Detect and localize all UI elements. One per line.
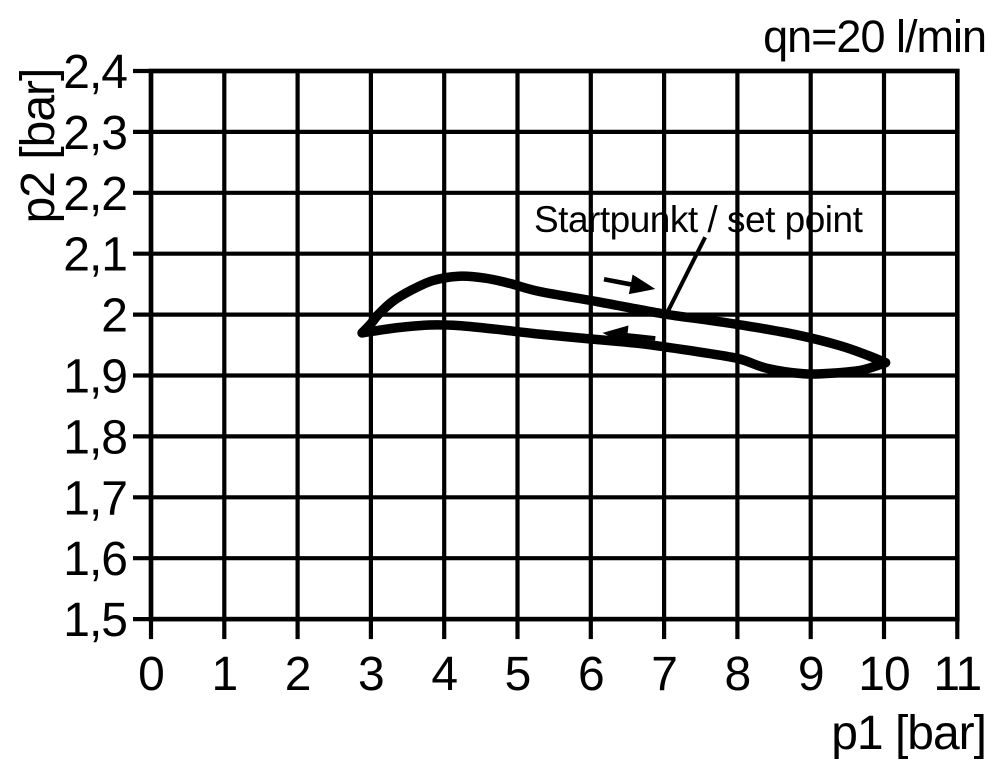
y-tick-label: 1,7 [63, 472, 127, 525]
x-tick-label: 8 [725, 648, 751, 701]
y-tick-label: 1,8 [63, 411, 127, 464]
y-tick-label: 1,5 [63, 594, 127, 647]
x-tick-label: 10 [858, 648, 909, 701]
lower-branch-curve [357, 320, 891, 379]
x-axis-title: p1 [bar] [831, 707, 986, 760]
direction-arrows [602, 274, 656, 346]
y-tick-label: 2,3 [63, 107, 127, 160]
axis-tick-marks [133, 68, 960, 640]
increasing-direction-arrow [603, 274, 656, 295]
flow-condition-label: qn=20 l/min [763, 11, 986, 62]
x-tick-label: 6 [578, 648, 604, 701]
x-tick-label: 9 [798, 648, 824, 701]
annotation-leader-line [665, 236, 707, 313]
x-tick-label: 4 [431, 648, 457, 701]
y-tick-label: 1,6 [63, 533, 127, 586]
x-tick-label: 3 [358, 648, 384, 701]
x-tick-label: 1 [211, 648, 237, 701]
x-tick-label: 11 [933, 648, 981, 701]
y-tick-label: 2,4 [63, 46, 127, 99]
y-tick-label: 1,9 [63, 351, 127, 404]
x-tick-label: 2 [285, 648, 311, 701]
x-tick-label: 7 [651, 648, 677, 701]
hysteresis-curves [357, 271, 891, 379]
y-axis-title: p2 [bar] [12, 69, 65, 224]
plot-border [148, 68, 960, 622]
y-tick-labels: 1,5 1,6 1,7 1,8 1,9 2 2,1 2,2 2,3 2,4 [63, 46, 128, 647]
y-tick-label: 2,1 [63, 229, 127, 282]
arrow-head-icon [628, 274, 656, 295]
y-tick-label: 2 [101, 290, 127, 343]
y-tick-label: 2,2 [63, 168, 127, 221]
x-tick-labels: 0 1 2 3 4 5 6 7 8 9 10 11 [138, 648, 982, 701]
set-point-annotation: Startpunkt / set point [534, 199, 864, 240]
upper-branch-curve [357, 271, 891, 368]
arrow-head-icon [602, 325, 629, 346]
decreasing-direction-arrow [602, 325, 656, 346]
x-tick-label: 5 [505, 648, 531, 701]
x-tick-label: 0 [138, 648, 164, 701]
